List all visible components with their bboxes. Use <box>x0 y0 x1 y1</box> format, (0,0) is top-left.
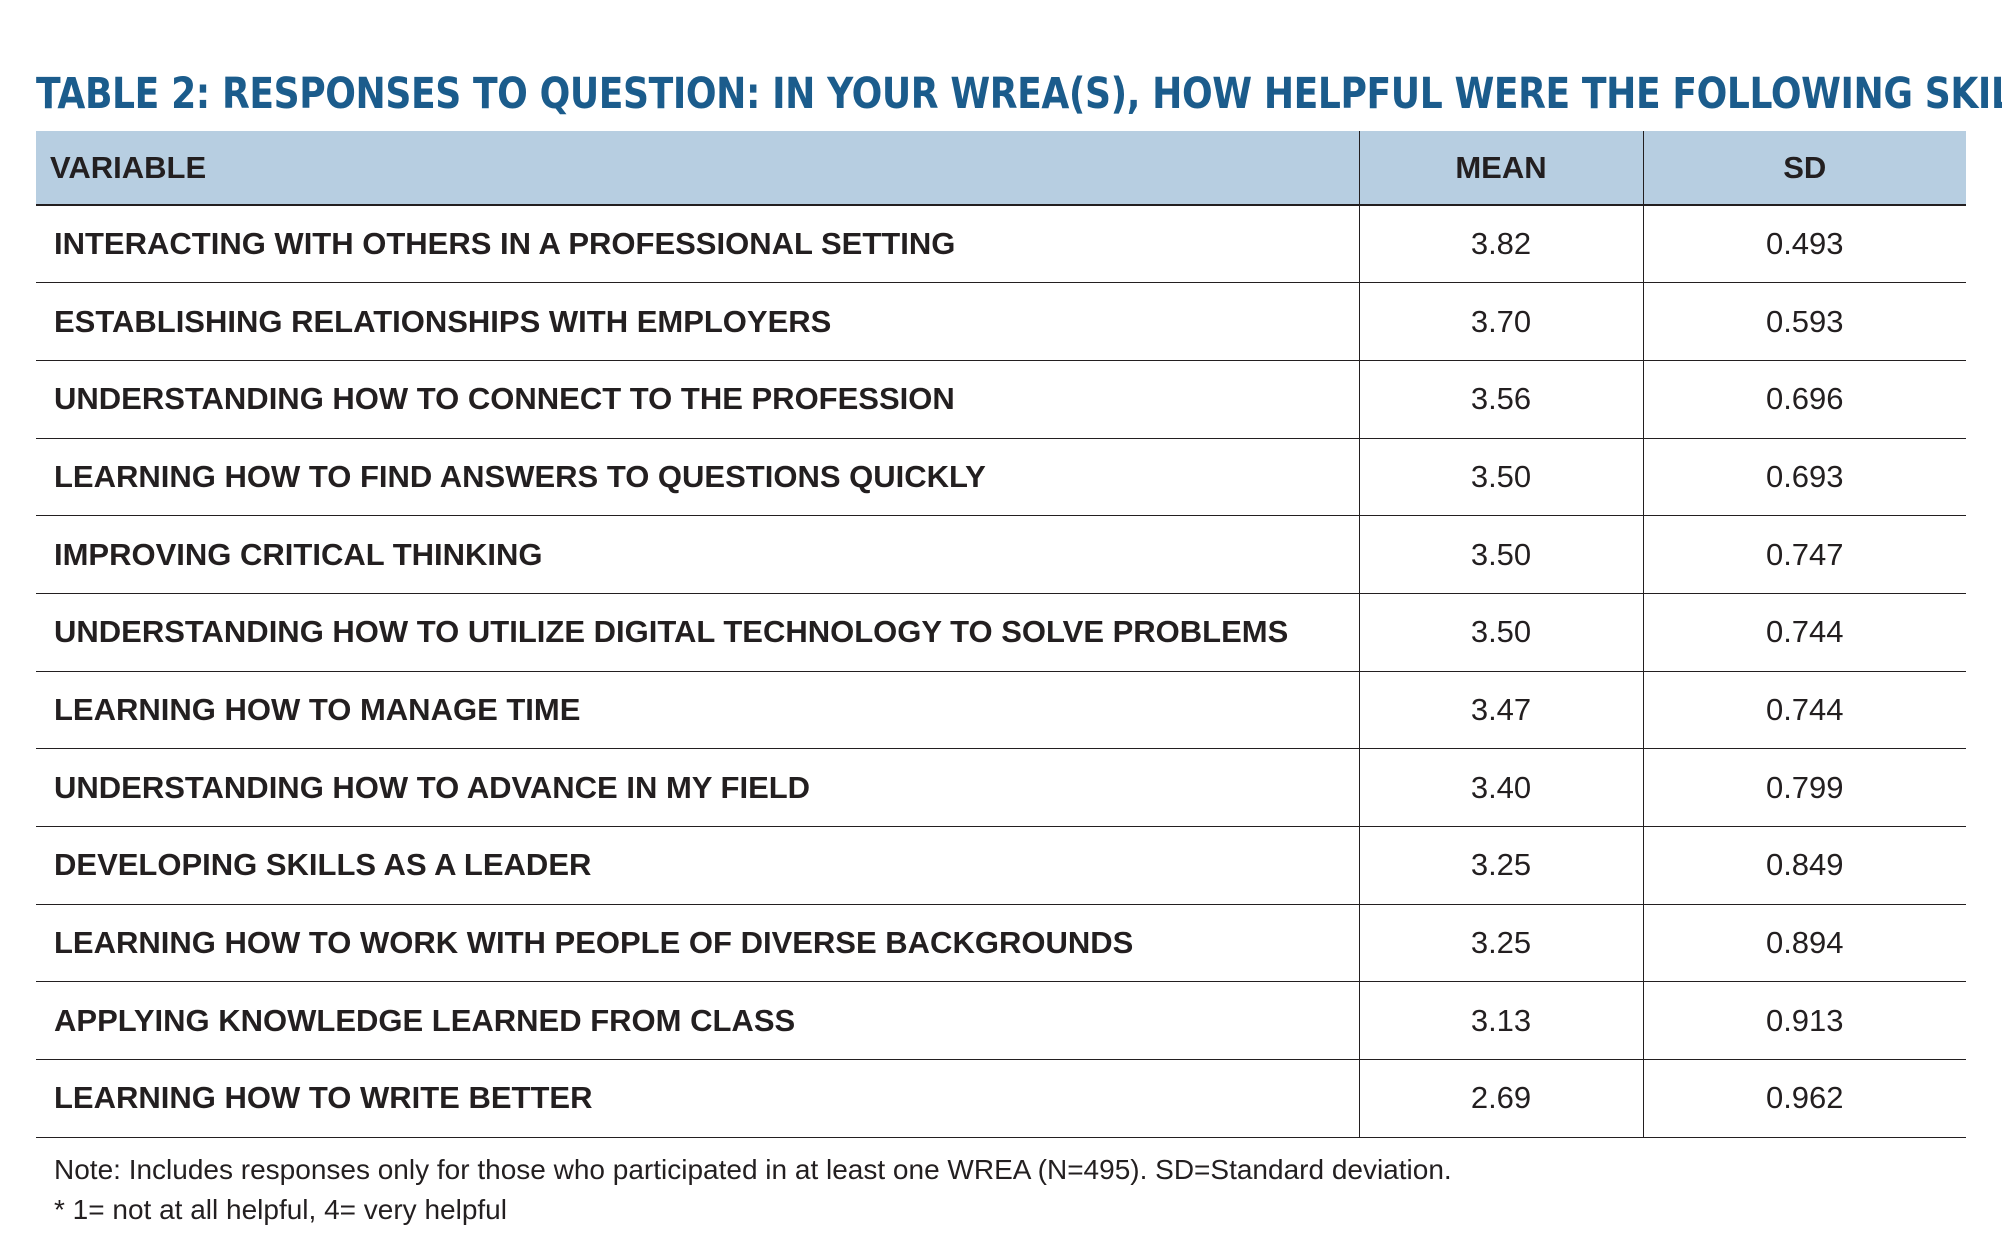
cell-mean: 3.70 <box>1358 282 1643 361</box>
cell-variable: LEARNING HOW TO FIND ANSWERS TO QUESTION… <box>36 438 1359 517</box>
cell-variable: LEARNING HOW TO WRITE BETTER <box>36 1059 1359 1138</box>
scale-footnote: * 1= not at all helpful, 4= very helpful <box>54 1194 507 1225</box>
cell-variable: UNDERSTANDING HOW TO UTILIZE DIGITAL TEC… <box>36 593 1359 672</box>
cell-sd: 0.799 <box>1642 748 1966 827</box>
cell-sd: 0.894 <box>1642 904 1966 983</box>
table-row: LEARNING HOW TO WRITE BETTER 2.69 0.962 <box>36 1059 1966 1138</box>
cell-mean: 3.50 <box>1358 515 1643 594</box>
cell-mean: 3.56 <box>1358 360 1643 439</box>
cell-variable: UNDERSTANDING HOW TO CONNECT TO THE PROF… <box>36 360 1359 439</box>
note-text: Note: Includes responses only for those … <box>54 1154 1452 1185</box>
table-row: LEARNING HOW TO WORK WITH PEOPLE OF DIVE… <box>36 904 1966 983</box>
table-row: APPLYING KNOWLEDGE LEARNED FROM CLASS 3.1… <box>36 981 1966 1061</box>
skills-table: VARIABLE MEAN SD INTERACTING WITH OTHERS… <box>36 131 1966 1138</box>
table-row: INTERACTING WITH OTHERS IN A PROFESSIONA… <box>36 205 1966 284</box>
table-row: ESTABLISHING RELATIONSHIPS WITH EMPLOYER… <box>36 282 1966 361</box>
column-header-mean: MEAN <box>1358 131 1643 206</box>
table-title: TABLE 2: RESPONSES TO QUESTION: IN YOUR … <box>36 69 2002 119</box>
cell-sd: 0.849 <box>1642 826 1966 905</box>
cell-mean: 3.25 <box>1358 904 1643 983</box>
cell-sd: 0.696 <box>1642 360 1966 439</box>
cell-mean: 3.40 <box>1358 748 1643 827</box>
cell-variable: ESTABLISHING RELATIONSHIPS WITH EMPLOYER… <box>36 282 1359 361</box>
table-row: UNDERSTANDING HOW TO CONNECT TO THE PROF… <box>36 360 1966 439</box>
cell-sd: 0.913 <box>1642 981 1966 1061</box>
column-header-variable: VARIABLE <box>36 131 1359 206</box>
cell-mean: 3.47 <box>1358 671 1643 750</box>
cell-mean: 3.50 <box>1358 593 1643 672</box>
cell-variable: LEARNING HOW TO MANAGE TIME <box>36 671 1359 750</box>
cell-variable: IMPROVING CRITICAL THINKING <box>36 515 1359 594</box>
cell-mean: 3.50 <box>1358 438 1643 517</box>
cell-mean: 2.69 <box>1358 1059 1643 1138</box>
table-body: INTERACTING WITH OTHERS IN A PROFESSIONA… <box>36 205 1966 1138</box>
cell-sd: 0.593 <box>1642 282 1966 361</box>
table-row: UNDERSTANDING HOW TO ADVANCE IN MY FIELD… <box>36 748 1966 827</box>
cell-variable: APPLYING KNOWLEDGE LEARNED FROM CLASS <box>36 981 1359 1061</box>
cell-mean: 3.25 <box>1358 826 1643 905</box>
table-row: IMPROVING CRITICAL THINKING 3.50 0.747 <box>36 515 1966 594</box>
cell-sd: 0.693 <box>1642 438 1966 517</box>
cell-variable: INTERACTING WITH OTHERS IN A PROFESSIONA… <box>36 205 1359 284</box>
cell-sd: 0.744 <box>1642 671 1966 750</box>
cell-variable: DEVELOPING SKILLS AS A LEADER <box>36 826 1359 905</box>
cell-variable: UNDERSTANDING HOW TO ADVANCE IN MY FIELD <box>36 748 1359 827</box>
cell-mean: 3.13 <box>1358 981 1643 1061</box>
table-row: UNDERSTANDING HOW TO UTILIZE DIGITAL TEC… <box>36 593 1966 672</box>
cell-mean: 3.82 <box>1358 205 1643 284</box>
cell-sd: 0.747 <box>1642 515 1966 594</box>
table-header-row: VARIABLE MEAN SD <box>36 131 1966 206</box>
column-header-sd: SD <box>1642 131 1966 206</box>
table-notes: Note: Includes responses only for those … <box>54 1150 1452 1230</box>
table-row: DEVELOPING SKILLS AS A LEADER 3.25 0.849 <box>36 826 1966 905</box>
table-row: LEARNING HOW TO MANAGE TIME 3.47 0.744 <box>36 671 1966 750</box>
cell-sd: 0.493 <box>1642 205 1966 284</box>
cell-sd: 0.962 <box>1642 1059 1966 1138</box>
table-row: LEARNING HOW TO FIND ANSWERS TO QUESTION… <box>36 438 1966 517</box>
cell-variable: LEARNING HOW TO WORK WITH PEOPLE OF DIVE… <box>36 904 1359 983</box>
cell-sd: 0.744 <box>1642 593 1966 672</box>
